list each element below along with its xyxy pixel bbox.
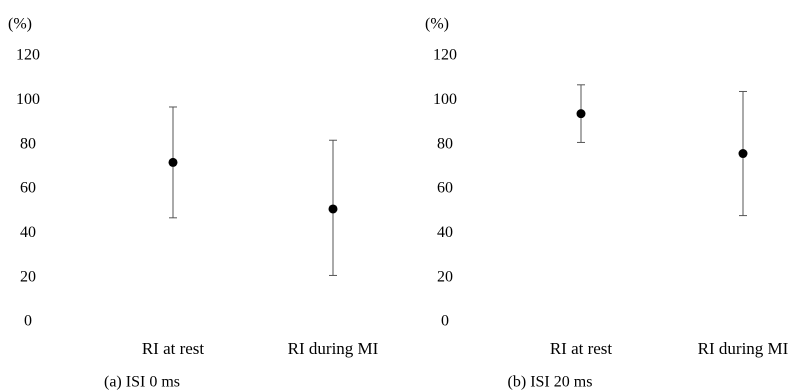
y-tick-label: 20 [20,268,36,285]
x-category-label: RI during MI [698,339,789,358]
y-tick-label: 20 [437,268,453,285]
data-point [168,157,178,167]
y-tick-label: 100 [433,91,457,108]
y-tick-label: 100 [16,91,40,108]
panel-caption: (a) ISI 0 ms [104,374,180,391]
chart-panel-a: (%) 0 20 40 60 80 100 120 RI at rest RI during MI… [8,16,379,391]
y-tick-label: 60 [437,180,453,197]
y-tick-label: 80 [437,135,453,152]
y-tick-label: 0 [441,313,449,330]
data-point [738,149,748,159]
x-category-label: RI at rest [142,339,205,358]
y-tick-label: 120 [433,47,457,64]
y-tick-label: 120 [16,47,40,64]
y-tick-label: 60 [20,180,36,197]
panel-caption: (b) ISI 20 ms [508,374,593,391]
y-tick-label: 40 [437,224,453,241]
data-point [576,109,586,119]
y-unit-label: (%) [425,16,449,33]
data-point [328,204,338,214]
x-category-label: RI at rest [550,339,613,358]
y-tick-label: 80 [20,135,36,152]
chart-panel-b: (%) 0 20 40 60 80 100 120 RI at rest RI during MI… [425,16,789,391]
y-unit-label: (%) [8,16,32,33]
x-category-label: RI during MI [288,339,379,358]
y-tick-label: 40 [20,224,36,241]
y-tick-label: 0 [24,313,32,330]
